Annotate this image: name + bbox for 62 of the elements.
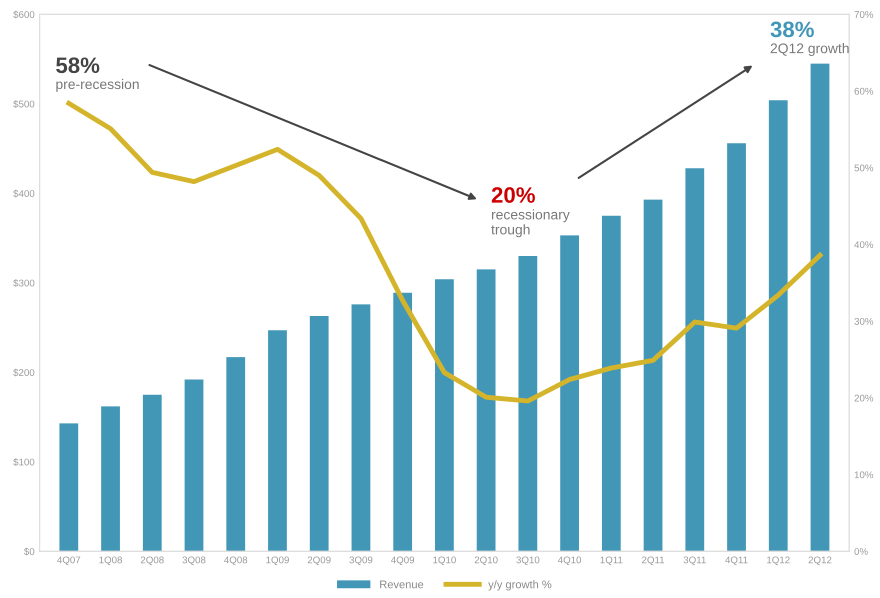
- x-tick-label: 1Q09: [266, 556, 289, 566]
- bar: [810, 64, 830, 552]
- bar: [727, 143, 746, 552]
- y-tick-label: $300: [13, 279, 34, 288]
- y-tick-label: $600: [13, 10, 34, 19]
- y2-tick-label: 70%: [854, 11, 874, 18]
- x-tick-label: 4Q08: [224, 556, 248, 566]
- annotation: 58%: [56, 57, 100, 74]
- x-tick-label: 2Q09: [308, 556, 331, 566]
- x-tick-label: 2Q11: [642, 556, 664, 566]
- y2-tick-label: 50%: [854, 164, 874, 172]
- bar: [101, 406, 120, 552]
- y-tick-label: $400: [13, 190, 34, 198]
- x-tick-label: 1Q12: [767, 556, 790, 566]
- bar: [476, 269, 496, 552]
- annotation: recessionary trough: [491, 209, 570, 238]
- x-tick-label: 3Q10: [516, 556, 540, 566]
- x-tick-label: 4Q07: [57, 556, 80, 566]
- bar: [602, 216, 621, 552]
- x-tick-label: 1Q11: [600, 556, 622, 566]
- y2-tick-label: 10%: [854, 471, 874, 478]
- bar: [768, 100, 788, 552]
- bar: [142, 394, 162, 552]
- bar: [560, 235, 579, 552]
- x-tick-label: 3Q08: [182, 556, 206, 566]
- bar: [685, 168, 704, 552]
- legend-label: Revenue: [380, 580, 424, 588]
- x-tick-label: 3Q11: [684, 556, 706, 566]
- y-tick-label: $500: [13, 100, 34, 108]
- bar: [226, 357, 246, 552]
- bar: [310, 316, 329, 552]
- y2-tick-label: 30%: [854, 318, 874, 325]
- bar: [184, 380, 204, 552]
- x-tick-label: 4Q10: [558, 556, 582, 566]
- bar: [268, 330, 287, 552]
- x-tick-label: 2Q08: [140, 556, 164, 566]
- annotation: 38%: [770, 22, 814, 38]
- bar: [644, 200, 662, 552]
- bar: [393, 292, 412, 552]
- x-tick-label: 1Q10: [433, 556, 456, 566]
- y2-tick-label: 20%: [854, 394, 874, 402]
- annotation: 2Q12 growth: [770, 43, 849, 56]
- bar: [59, 423, 78, 552]
- y2-tick-label: 60%: [854, 88, 874, 95]
- bar: [435, 279, 454, 552]
- line-series: [66, 100, 822, 404]
- x-tick-label: 1Q08: [99, 556, 122, 566]
- y2-tick-label: 0%: [854, 548, 868, 555]
- y2-tick-label: 40%: [854, 241, 874, 248]
- x-tick-label: 2Q12: [808, 556, 832, 566]
- legend-label: y/y growth %: [488, 580, 552, 591]
- bar: [518, 256, 538, 552]
- x-tick-label: 2Q10: [474, 556, 498, 566]
- y-tick-label: $100: [13, 458, 34, 466]
- y-tick-label: $200: [13, 368, 34, 377]
- annotation: 20%: [492, 187, 535, 203]
- x-tick-label: 3Q09: [349, 556, 372, 566]
- y-tick-label: $0: [24, 548, 34, 556]
- x-tick-label: 4Q11: [725, 556, 748, 566]
- bar: [352, 304, 370, 552]
- x-tick-label: 4Q09: [391, 556, 414, 566]
- annotation: pre-recession: [56, 78, 139, 92]
